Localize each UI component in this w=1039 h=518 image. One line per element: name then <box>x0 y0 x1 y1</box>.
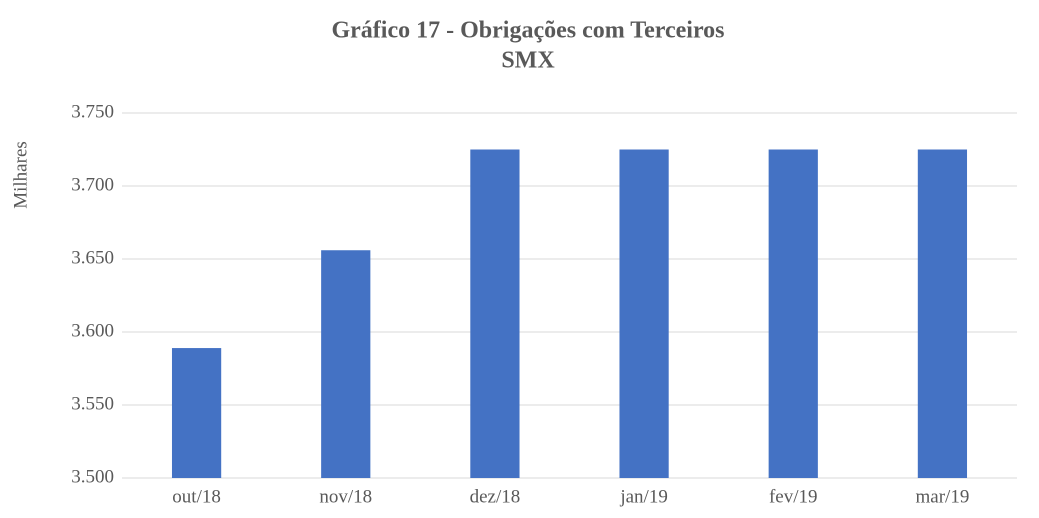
bar <box>619 149 669 478</box>
x-tick-label: jan/19 <box>619 486 668 507</box>
y-tick-label: 3.500 <box>71 466 114 487</box>
y-tick-label: 3.600 <box>71 320 114 341</box>
y-tick-label: 3.750 <box>71 101 114 122</box>
x-tick-label: nov/18 <box>319 486 372 507</box>
y-tick-label: 3.700 <box>71 174 114 195</box>
y-tick-label: 3.650 <box>71 247 114 268</box>
chart-title: Gráfico 17 - Obrigações com Terceiros <box>331 18 724 44</box>
bar <box>171 348 222 478</box>
x-tick-label: dez/18 <box>470 486 521 507</box>
y-axis-label: Milhares <box>10 141 31 209</box>
x-tick-label: out/18 <box>172 486 221 507</box>
y-tick-label: 3.550 <box>71 393 114 414</box>
x-tick-label: mar/19 <box>916 486 970 507</box>
bar <box>470 149 520 478</box>
chart-subtitle: SMX <box>501 48 555 74</box>
bar <box>321 250 371 478</box>
x-tick-label: fev/19 <box>769 486 818 507</box>
bar <box>768 149 818 478</box>
bar <box>917 149 968 478</box>
